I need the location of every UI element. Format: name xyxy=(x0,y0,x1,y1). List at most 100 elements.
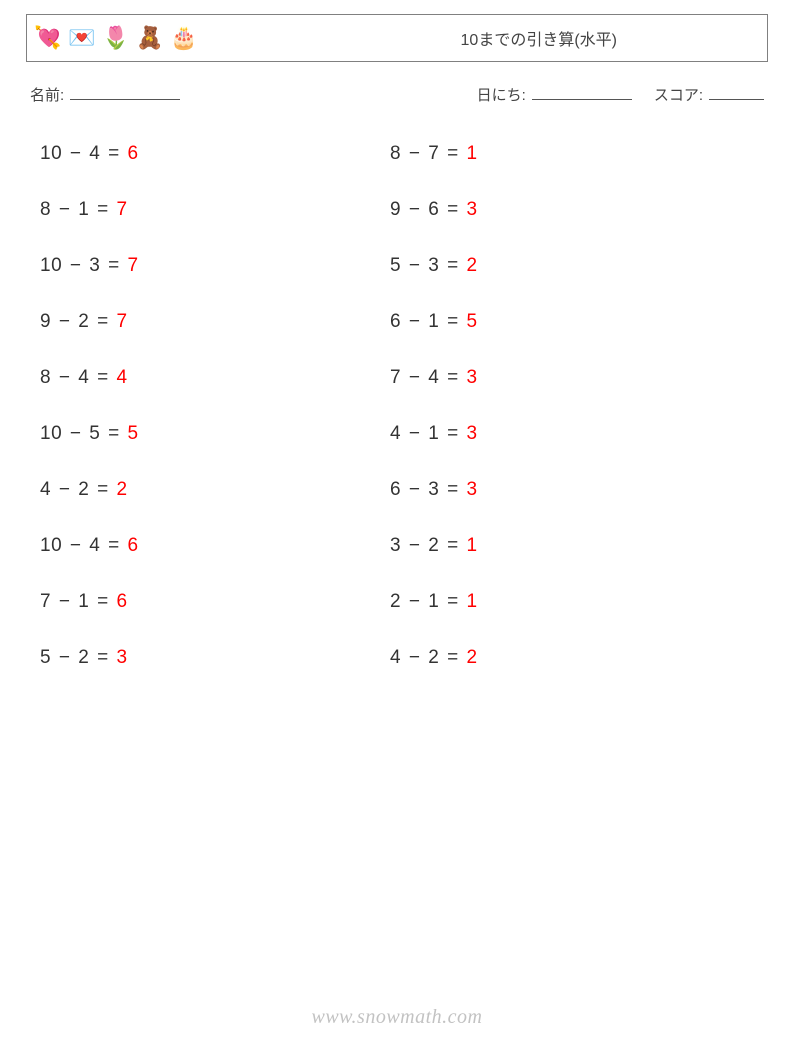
operand-a: 8 xyxy=(390,143,401,164)
meta-right: 日にち: スコア: xyxy=(477,84,764,105)
problem-row: 4 − 2 = 2 xyxy=(40,479,390,501)
equals-sign: = xyxy=(439,367,466,388)
operand-a: 9 xyxy=(390,199,401,220)
minus-sign: − xyxy=(51,591,78,612)
problems-grid: 10 − 4 = 68 − 1 = 710 − 3 = 79 − 2 = 78 … xyxy=(26,143,768,669)
operand-b: 1 xyxy=(78,199,89,220)
operand-b: 5 xyxy=(89,423,100,444)
minus-sign: − xyxy=(401,647,428,668)
operand-a: 8 xyxy=(40,199,51,220)
answer: 6 xyxy=(128,535,139,556)
operand-b: 2 xyxy=(78,647,89,668)
equals-sign: = xyxy=(89,647,116,668)
minus-sign: − xyxy=(51,367,78,388)
minus-sign: − xyxy=(51,311,78,332)
problem-row: 10 − 4 = 6 xyxy=(40,535,390,557)
answer: 3 xyxy=(466,199,477,220)
equals-sign: = xyxy=(89,367,116,388)
operand-a: 2 xyxy=(390,591,401,612)
answer: 7 xyxy=(116,199,127,220)
date-blank[interactable] xyxy=(532,84,632,100)
answer: 6 xyxy=(116,591,127,612)
problem-row: 8 − 4 = 4 xyxy=(40,367,390,389)
problem-row: 3 − 2 = 1 xyxy=(390,535,740,557)
operand-a: 10 xyxy=(40,143,62,164)
minus-sign: − xyxy=(51,479,78,500)
operand-b: 4 xyxy=(428,367,439,388)
minus-sign: − xyxy=(401,423,428,444)
problem-row: 10 − 4 = 6 xyxy=(40,143,390,165)
operand-b: 2 xyxy=(428,535,439,556)
problem-row: 9 − 2 = 7 xyxy=(40,311,390,333)
operand-b: 3 xyxy=(428,479,439,500)
problem-row: 10 − 5 = 5 xyxy=(40,423,390,445)
problem-row: 6 − 3 = 3 xyxy=(390,479,740,501)
operand-a: 4 xyxy=(390,423,401,444)
equals-sign: = xyxy=(439,647,466,668)
operand-a: 8 xyxy=(40,367,51,388)
problem-row: 6 − 1 = 5 xyxy=(390,311,740,333)
equals-sign: = xyxy=(439,535,466,556)
problems-col-left: 10 − 4 = 68 − 1 = 710 − 3 = 79 − 2 = 78 … xyxy=(40,143,390,669)
operand-a: 10 xyxy=(40,423,62,444)
operand-a: 7 xyxy=(390,367,401,388)
score-label: スコア: xyxy=(654,84,703,105)
answer: 2 xyxy=(466,647,477,668)
answer: 5 xyxy=(466,311,477,332)
operand-b: 4 xyxy=(89,143,100,164)
operand-b: 3 xyxy=(89,255,100,276)
operand-a: 4 xyxy=(390,647,401,668)
problem-row: 5 − 2 = 3 xyxy=(40,647,390,669)
minus-sign: − xyxy=(51,199,78,220)
answer: 1 xyxy=(466,591,477,612)
minus-sign: − xyxy=(401,479,428,500)
love-letter-icon: 💌 xyxy=(69,25,95,51)
header-box: 💘 💌 🌷 🧸 🎂 10までの引き算(水平) xyxy=(26,14,768,62)
problem-row: 10 − 3 = 7 xyxy=(40,255,390,277)
answer: 4 xyxy=(116,367,127,388)
minus-sign: − xyxy=(62,423,89,444)
minus-sign: − xyxy=(401,591,428,612)
minus-sign: − xyxy=(401,535,428,556)
problem-row: 8 − 1 = 7 xyxy=(40,199,390,221)
answer: 2 xyxy=(116,479,127,500)
meta-name: 名前: xyxy=(30,84,180,105)
problem-row: 9 − 6 = 3 xyxy=(390,199,740,221)
operand-a: 3 xyxy=(390,535,401,556)
answer: 3 xyxy=(466,367,477,388)
equals-sign: = xyxy=(439,199,466,220)
operand-b: 2 xyxy=(428,647,439,668)
problem-row: 7 − 1 = 6 xyxy=(40,591,390,613)
equals-sign: = xyxy=(100,143,127,164)
operand-a: 9 xyxy=(40,311,51,332)
worksheet-page: 💘 💌 🌷 🧸 🎂 10までの引き算(水平) 名前: 日にち: スコア: 10 … xyxy=(0,0,794,1053)
problem-row: 8 − 7 = 1 xyxy=(390,143,740,165)
score-blank[interactable] xyxy=(709,84,764,100)
problem-row: 2 − 1 = 1 xyxy=(390,591,740,613)
minus-sign: − xyxy=(401,255,428,276)
operand-a: 7 xyxy=(40,591,51,612)
teddy-bear-icon: 🧸 xyxy=(137,25,163,51)
equals-sign: = xyxy=(439,591,466,612)
problem-row: 4 − 2 = 2 xyxy=(390,647,740,669)
answer: 3 xyxy=(116,647,127,668)
equals-sign: = xyxy=(439,143,466,164)
cake-icon: 🎂 xyxy=(171,25,197,51)
equals-sign: = xyxy=(100,255,127,276)
operand-a: 5 xyxy=(390,255,401,276)
operand-b: 4 xyxy=(78,367,89,388)
equals-sign: = xyxy=(439,311,466,332)
answer: 1 xyxy=(466,535,477,556)
operand-b: 1 xyxy=(428,423,439,444)
equals-sign: = xyxy=(439,479,466,500)
minus-sign: − xyxy=(62,535,89,556)
header-icons: 💘 💌 🌷 🧸 🎂 xyxy=(35,25,197,51)
equals-sign: = xyxy=(89,199,116,220)
answer: 5 xyxy=(128,423,139,444)
minus-sign: − xyxy=(401,311,428,332)
name-blank[interactable] xyxy=(70,84,180,100)
operand-b: 6 xyxy=(428,199,439,220)
operand-a: 5 xyxy=(40,647,51,668)
operand-b: 3 xyxy=(428,255,439,276)
operand-a: 6 xyxy=(390,311,401,332)
